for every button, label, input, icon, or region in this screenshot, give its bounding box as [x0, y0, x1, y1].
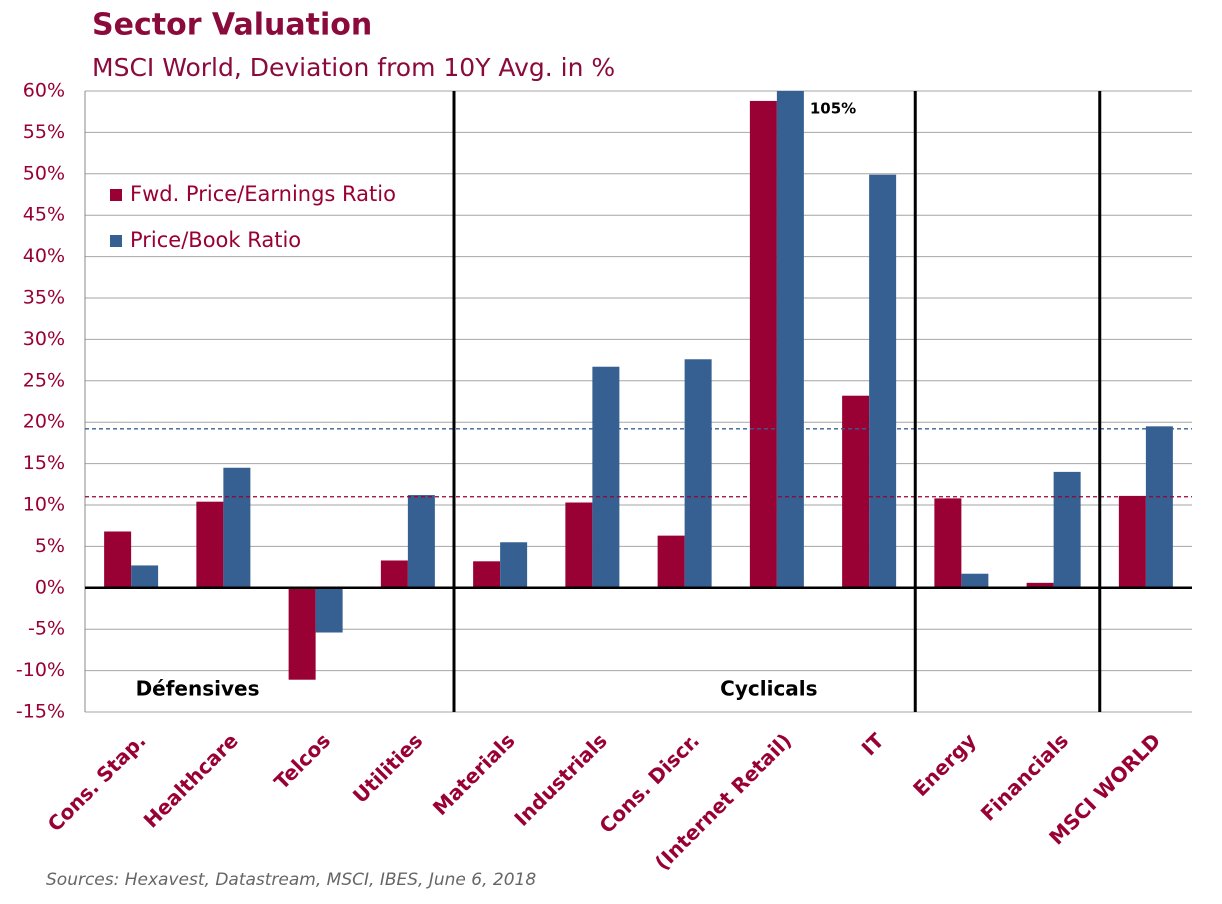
bar	[131, 565, 159, 588]
y-tick-label: 55%	[23, 121, 65, 143]
x-tick-label: Financials	[976, 728, 1073, 825]
bar	[1145, 426, 1173, 588]
y-tick-label: 10%	[23, 494, 65, 516]
y-tick-label: -10%	[16, 659, 65, 681]
y-tick-label: 35%	[23, 287, 65, 309]
source-note: Sources: Hexavest, Datastream, MSCI, IBE…	[46, 870, 536, 890]
bar	[1026, 582, 1054, 588]
y-tick-label: 25%	[23, 369, 65, 391]
bar	[776, 91, 804, 588]
bar	[223, 467, 251, 588]
plot-area	[104, 91, 1173, 680]
y-tick-label: 50%	[23, 162, 65, 184]
bar	[565, 502, 593, 588]
group-label: Défensives	[136, 677, 260, 701]
bar	[592, 366, 620, 588]
chart-subtitle: MSCI World, Deviation from 10Y Avg. in %	[92, 53, 615, 82]
bar	[196, 501, 224, 588]
x-tick-label: Energy	[908, 728, 981, 801]
bar	[473, 561, 501, 588]
y-tick-label: 0%	[35, 576, 65, 598]
bar	[407, 495, 435, 588]
x-tick-label: Telcos	[269, 728, 335, 794]
y-tick-label: 15%	[23, 452, 65, 474]
y-tick-label: -15%	[16, 701, 65, 723]
bar	[842, 395, 870, 588]
bar	[1118, 495, 1146, 588]
bar	[657, 535, 685, 588]
legend-label: Fwd. Price/Earnings Ratio	[130, 182, 396, 206]
y-tick-label: 5%	[35, 535, 65, 557]
x-tick-label: Cons. Stap.	[43, 728, 151, 836]
y-tick-label: 60%	[23, 80, 65, 102]
bar	[1053, 471, 1081, 588]
x-tick-label: IT	[857, 728, 889, 760]
bar	[500, 542, 528, 588]
x-tick-label: Materials	[428, 728, 520, 820]
bar	[684, 359, 712, 588]
legend-swatch	[110, 189, 122, 201]
value-label: 105%	[810, 100, 856, 118]
bar	[869, 174, 897, 588]
y-tick-label: -5%	[28, 618, 65, 640]
bar	[315, 587, 343, 633]
x-tick-label: Utilities	[348, 728, 427, 807]
bar	[961, 573, 989, 588]
bar	[380, 560, 408, 588]
y-tick-label: 20%	[23, 411, 65, 433]
x-tick-label: Healthcare	[139, 728, 243, 832]
bar	[104, 531, 132, 588]
group-label: Cyclicals	[720, 677, 817, 701]
y-tick-label: 30%	[23, 328, 65, 350]
legend-label: Price/Book Ratio	[130, 228, 301, 252]
chart-title: Sector Valuation	[92, 8, 372, 43]
bar	[288, 587, 316, 680]
legend-swatch	[110, 235, 122, 247]
y-tick-label: 45%	[23, 204, 65, 226]
y-tick-label: 40%	[23, 245, 65, 267]
x-tick-label: Industrials	[509, 728, 611, 830]
bar	[934, 498, 962, 588]
bar	[749, 100, 777, 588]
